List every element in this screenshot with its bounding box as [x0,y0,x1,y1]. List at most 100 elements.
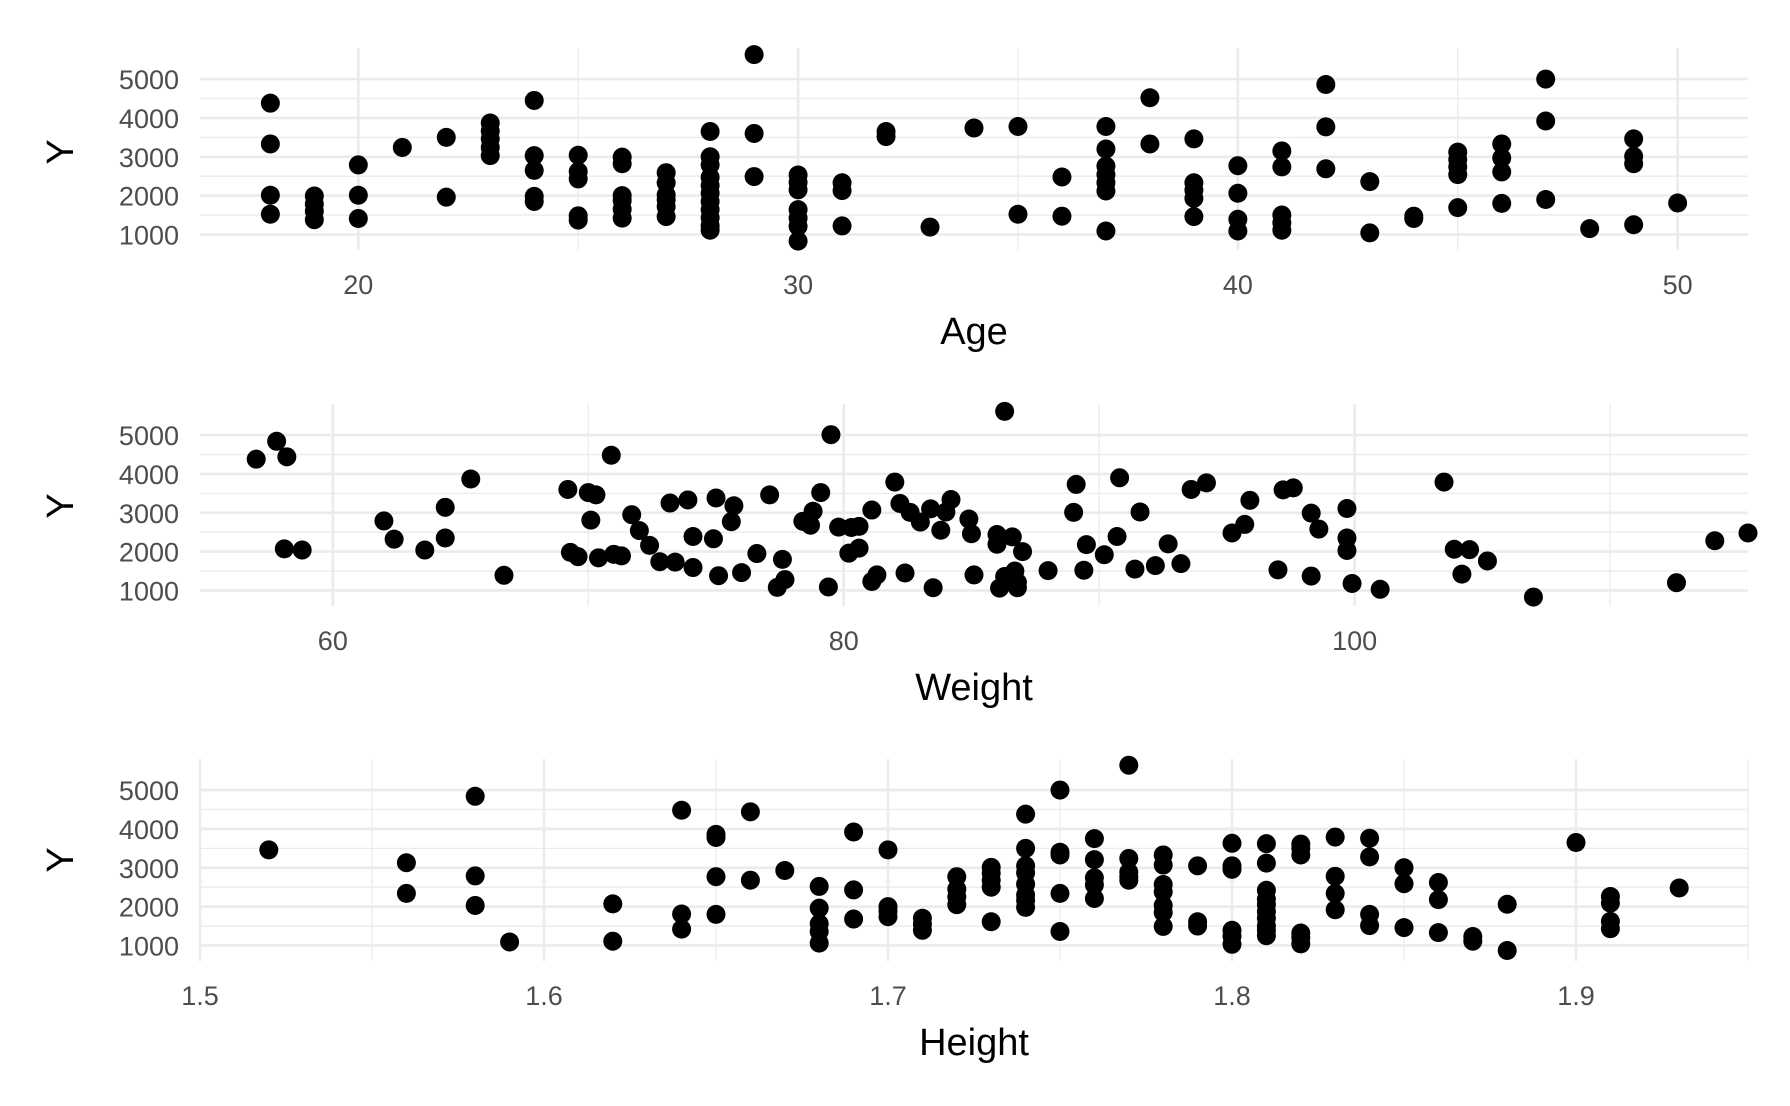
scatter-point [747,544,767,564]
scatter-point [672,904,692,924]
scatter-point [1536,190,1556,209]
scatter-point [1064,502,1084,522]
scatter-point [1624,215,1644,235]
scatter-point [435,497,455,517]
scatter-point [1272,141,1292,161]
scatter-point [788,231,808,251]
scatter-point [1394,874,1414,894]
scatter-point [1096,139,1116,159]
scatter-point [1291,934,1311,954]
scatter-point [1171,554,1191,574]
scatter-point [260,134,280,154]
scatter-point [1497,894,1517,914]
scatter-point [772,549,792,569]
scatter-point [981,912,1001,932]
scatter-point [348,209,368,229]
scatter-point [612,208,632,228]
y-tick-label: 4000 [119,104,179,134]
scatter-point [1084,888,1104,908]
scatter-point [1360,172,1380,192]
scatter-point [1222,833,1242,853]
scatter-point [1600,893,1620,913]
panel-weight: 60 80 100 1000 2000 3000 4000 5000 Weight Y [40,401,1758,709]
scatter-point [1668,193,1688,213]
scatter-point [568,169,588,189]
scatter-point [1738,523,1758,543]
x-tick-label: 1.9 [1557,981,1595,1011]
scatter-point [832,181,852,201]
scatter-point [1228,156,1248,176]
scatter-point [1291,845,1311,865]
scatter-point [396,883,416,903]
scatter-point [274,539,294,559]
scatter-point [1492,162,1512,182]
scatter-point [292,540,312,560]
scatter-point [1536,69,1556,89]
scatter-point [650,552,670,572]
scatter-point [1463,931,1483,951]
scatter-point [1066,474,1086,494]
points-weight [246,401,1758,607]
scatter-point [1125,559,1145,579]
scatter-point [721,512,741,532]
scatter-point [923,578,943,598]
scatter-point [740,870,760,890]
scatter-point [1316,159,1336,179]
scatter-point [1669,878,1689,898]
y-tick-label: 3000 [119,854,179,884]
scatter-point [878,840,898,860]
scatter-point [1394,918,1414,938]
scatter-point [1153,916,1173,936]
scatter-point [1153,902,1173,922]
scatter-point [1119,755,1139,775]
scatter-point [1448,198,1468,218]
scatter-point [1038,561,1058,581]
scatter-point [849,516,869,536]
scatter-point [260,93,280,113]
scatter-point [1140,134,1160,154]
scatter-point [392,137,412,157]
y-ticks-weight: 1000 2000 3000 4000 5000 [119,421,179,606]
scatter-point [803,501,823,521]
scatter-point [1370,579,1390,599]
scatter-point [415,540,435,560]
y-tick-label: 1000 [119,576,179,606]
scatter-point [788,180,808,200]
scatter-point [581,510,601,530]
scatter-point [732,563,752,583]
scatter-point [1256,853,1276,873]
scatter-point [744,167,764,187]
scatter-point [1325,883,1345,903]
scatter-point [1434,472,1454,492]
scatter-point [1240,490,1260,510]
scatter-point [603,894,623,914]
scatter-point [1110,468,1130,488]
scatter-point [622,505,642,525]
scatter-point [568,145,588,165]
scatter-point [465,786,485,806]
scatter-point [465,895,485,915]
scatter-point [277,447,297,467]
scatter-point [1016,804,1036,824]
scatter-point [959,509,979,529]
y-tick-label: 1000 [119,220,179,250]
points-age [260,45,1688,251]
scatter-point [396,853,416,873]
scatter-point [1119,870,1139,890]
grid-age [200,48,1748,250]
x-tick-label: 20 [343,270,373,300]
scatter-point [964,565,984,585]
scatter-point [821,425,841,445]
scatter-point [1452,564,1472,584]
scatter-point [1342,573,1362,593]
scatter-point [1256,926,1276,946]
scatter-point [775,860,795,880]
scatter-point [1222,859,1242,879]
scatter-point [1050,883,1070,903]
scatter-point [656,207,676,227]
scatter-point [480,146,500,166]
x-tick-label: 30 [783,270,813,300]
scatter-point [740,802,760,822]
x-ticks-height: 1.5 1.6 1.7 1.8 1.9 [181,981,1595,1011]
scatter-point [588,548,608,568]
